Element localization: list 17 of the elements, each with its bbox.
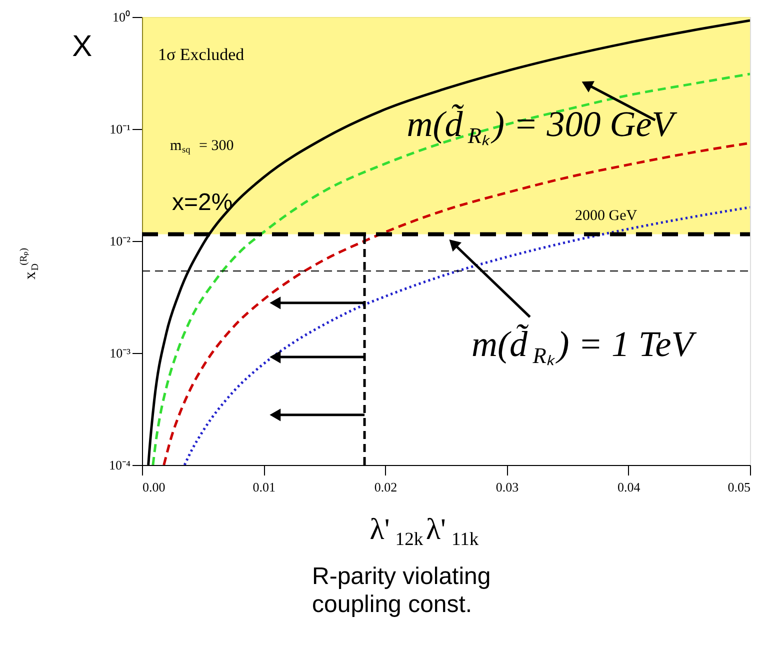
y-tick-label: 10⁻¹ bbox=[110, 122, 131, 136]
x-tick-label: 0.00 bbox=[142, 480, 166, 494]
annotation: 2000 GeV bbox=[575, 208, 638, 224]
text: R-parity violating coupling const. bbox=[312, 563, 491, 618]
text: X bbox=[72, 30, 92, 63]
y-tick-label: 10⁻³ bbox=[110, 346, 131, 360]
annotation: x=2% bbox=[172, 189, 233, 216]
band-label: 1σ Excluded bbox=[158, 45, 245, 64]
x-tick-label: 0.03 bbox=[496, 480, 519, 494]
y-axis-title: xD(Rₚ) bbox=[18, 248, 41, 280]
x-tick-label: 0.04 bbox=[618, 480, 641, 494]
x-tick-label: 0.01 bbox=[252, 480, 276, 494]
y-tick-label: 10⁻² bbox=[110, 234, 131, 248]
y-tick-label: 10⁻⁴ bbox=[108, 458, 131, 472]
y-tick-label: 10⁰ bbox=[112, 10, 130, 24]
x-tick-label: 0.02 bbox=[374, 480, 398, 494]
x-tick-label: 0.05 bbox=[728, 480, 750, 494]
